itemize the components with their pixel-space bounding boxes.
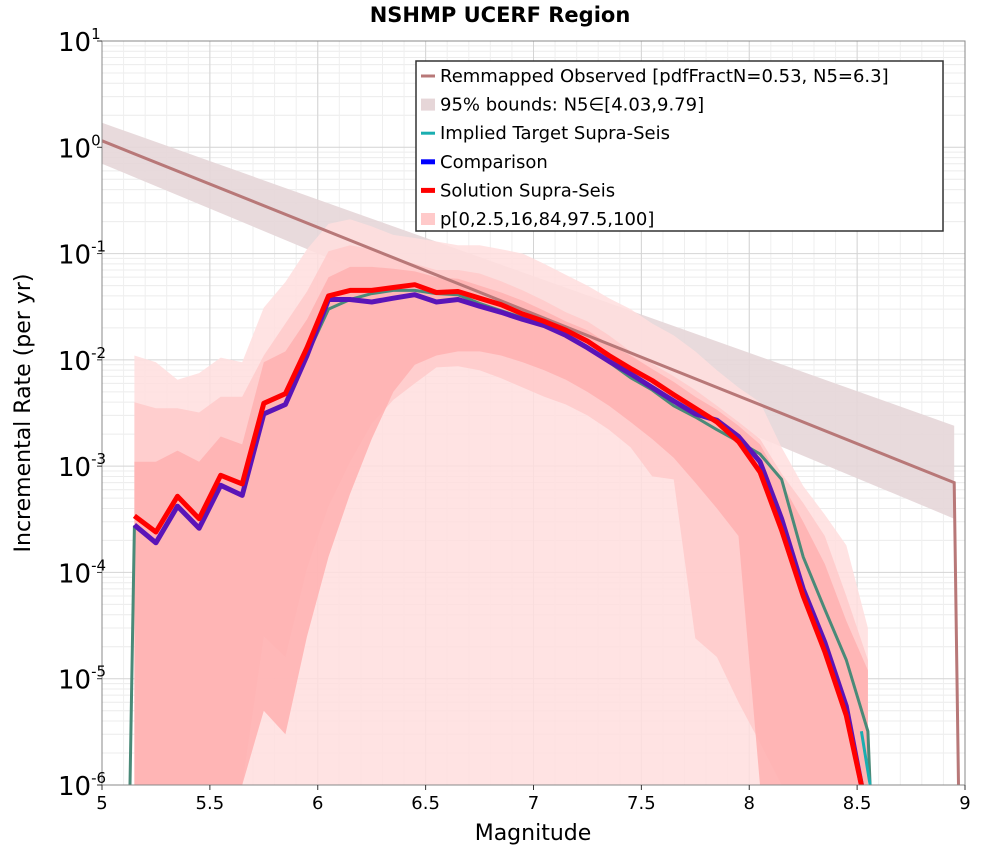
legend-label: Comparison (440, 152, 548, 173)
comparison-line (132, 292, 864, 786)
legend-label: p[0,2.5,16,84,97.5,100] (440, 209, 654, 230)
chart-title: NSHMP UCERF Region (370, 3, 631, 27)
x-tick-label: 8.5 (843, 793, 872, 814)
x-tick-label: 6.5 (411, 793, 440, 814)
legend-label: 95% bounds: N5∈[4.03,9.79] (440, 95, 704, 116)
y-tick-label: 100 (58, 131, 101, 164)
y-tick-label: 10-6 (58, 769, 106, 802)
legend-box (415, 60, 944, 232)
legend-swatch-95-bounds (421, 98, 435, 111)
y-tick-label: 10-4 (58, 556, 106, 589)
y-axis-ticks: 10-6 10-5 10-4 10-3 10-2 10-1 100 101 (58, 25, 106, 802)
legend-label: Solution Supra-Seis (440, 180, 615, 201)
x-tick-label: 6 (312, 793, 323, 814)
legend-label: Implied Target Supra-Seis (440, 123, 670, 144)
x-tick-label: 8 (744, 793, 755, 814)
x-tick-label: 7 (528, 793, 539, 814)
x-tick-label: 5.5 (196, 793, 225, 814)
solution-line (132, 282, 864, 786)
legend: Remmapped Observed [pdfFractN=0.53, N5=6… (415, 60, 944, 232)
x-axis-label: Magnitude (475, 821, 592, 846)
x-axis-ticks: 5 5.5 6 6.5 7 7.5 8 8.5 9 (96, 785, 971, 814)
y-tick-label: 10-5 (58, 663, 106, 696)
series-lines (101, 139, 960, 786)
y-tick-label: 101 (58, 25, 101, 58)
x-tick-label: 5 (96, 793, 107, 814)
target-tail (859, 731, 872, 786)
legend-swatch-percentiles (421, 213, 435, 225)
percentile-band-inner (134, 266, 868, 785)
y-tick-label: 10-3 (58, 450, 106, 483)
legend-label: Remmapped Observed [pdfFractN=0.53, N5=6… (440, 66, 889, 87)
y-axis-label: Incremental Rate (per yr) (11, 274, 36, 553)
x-tick-label: 9 (959, 793, 970, 814)
y-tick-label: 10-1 (58, 238, 106, 271)
x-tick-label: 7.5 (627, 793, 656, 814)
observed-line (101, 139, 960, 786)
y-tick-label: 10-2 (58, 344, 106, 377)
